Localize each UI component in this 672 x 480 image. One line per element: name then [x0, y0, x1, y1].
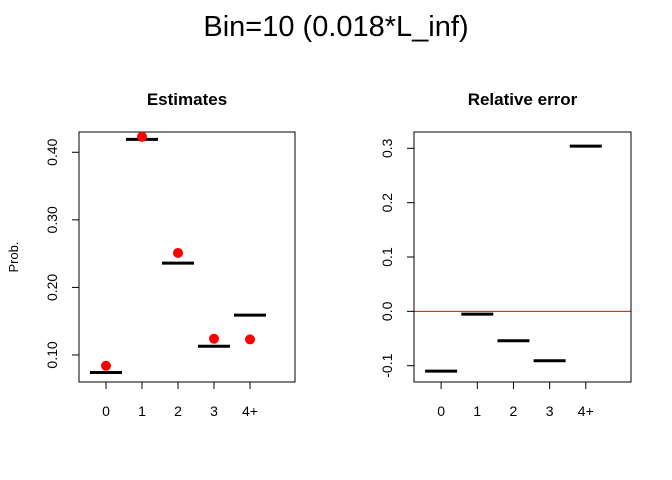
x-tick-label: 1 [473, 403, 481, 419]
observed-point [245, 334, 255, 345]
plot-frame [413, 131, 632, 383]
y-tick-label: -0.1 [379, 353, 395, 377]
y-tick-label: 0.1 [379, 247, 395, 267]
panel-title: Estimates [147, 90, 227, 109]
x-tick-label: 3 [210, 403, 218, 419]
y-tick-label: 0.10 [44, 341, 60, 368]
x-tick-label: 0 [437, 403, 445, 419]
x-tick-label: 3 [546, 403, 554, 419]
observed-point [137, 131, 147, 142]
plot-frame [78, 131, 296, 383]
x-tick-label: 2 [510, 403, 518, 419]
y-tick-label: 0.20 [44, 274, 60, 301]
observed-point [101, 360, 111, 371]
y-axis-label: Prob. [6, 241, 21, 272]
observed-point [173, 247, 183, 258]
x-tick-label: 1 [138, 403, 146, 419]
y-tick-label: 0.2 [379, 193, 395, 213]
x-tick-label: 4+ [578, 403, 594, 419]
relative-error-panel: Relative error -0.1 0.0 0.1 0.2 0.3 0 1 2 3 4+ [379, 90, 632, 419]
x-tick-label: 0 [102, 403, 110, 419]
figure-title: Bin=10 (0.018*L_inf) [203, 11, 468, 43]
x-tick-label: 2 [174, 403, 182, 419]
x-tick-label: 4+ [242, 403, 258, 419]
estimates-panel: Estimates Prob. 0.10 0.20 0.30 0.40 0 1 2 3 4+ [6, 90, 296, 419]
y-tick-label: 0.40 [44, 138, 60, 165]
observed-point [209, 333, 219, 344]
y-tick-label: 0.30 [44, 206, 60, 233]
panel-title: Relative error [468, 90, 578, 109]
y-tick-label: 0.0 [379, 301, 395, 321]
y-tick-label: 0.3 [379, 138, 395, 158]
